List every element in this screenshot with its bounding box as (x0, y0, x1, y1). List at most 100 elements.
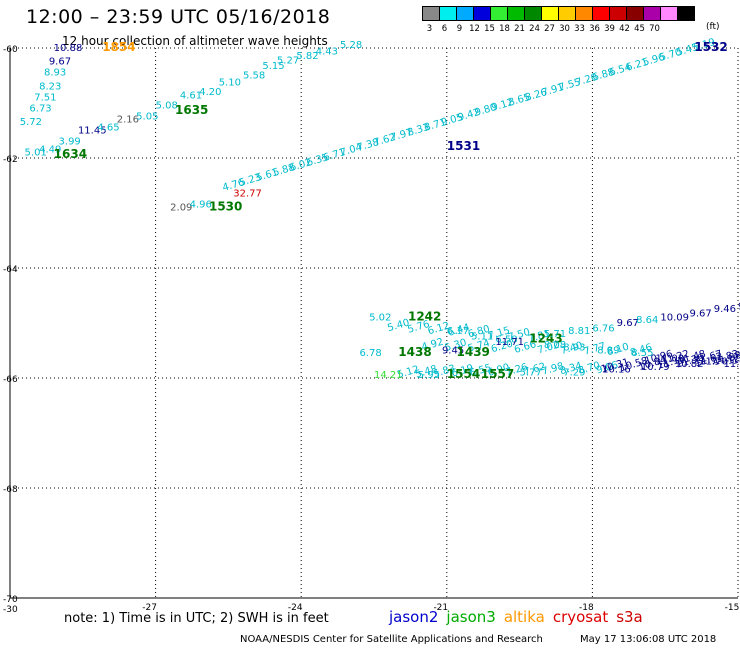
wave-height-label: 11.71 (495, 337, 524, 348)
legend-s3a: s3a (616, 608, 643, 626)
time-label: 1634 (54, 147, 87, 161)
wave-height-label: 2.16 (117, 114, 139, 125)
scale-label: 33 (574, 24, 585, 34)
scale-label: 6 (441, 24, 448, 34)
time-label: 1438 (398, 345, 431, 359)
wave-height-label: 4.20 (199, 87, 221, 98)
wave-height-label: 6.58 (495, 334, 517, 345)
generated-timestamp: May 17 13:06:08 UTC 2018 (580, 634, 717, 645)
wave-height-label: 8.08 (544, 340, 566, 351)
wave-height-label: 5.10 (219, 77, 241, 88)
wave-height-label: 5.95 (418, 370, 440, 381)
x-tick-label: -27 (142, 603, 157, 613)
wave-height-label: 9.67 (49, 57, 71, 68)
legend-jason2: jason2 (389, 608, 439, 626)
wave-height-label: 7.29 (563, 367, 585, 378)
wave-height-label: 5.01 (25, 147, 47, 158)
scale-label: 21 (514, 24, 525, 34)
wave-height-label: 6.78 (359, 348, 381, 359)
wave-height-label: 10.09 (660, 312, 689, 323)
scale-label: 39 (604, 24, 615, 34)
legend-cryosat: cryosat (552, 608, 609, 626)
wave-height-label: 5.08 (156, 101, 178, 112)
wave-height-label: 4.43 (316, 47, 338, 58)
wave-height-label: 6.73 (29, 103, 51, 114)
wave-height-label: 14.21 (374, 370, 403, 381)
page-subtitle: 12 hour collection of altimeter wave hei… (62, 34, 328, 48)
wave-height-label: 7.51 (34, 92, 56, 103)
time-label: 1530 (209, 199, 242, 213)
scale-label: 9 (456, 24, 463, 34)
wave-height-label: 8.55 (631, 348, 653, 359)
wave-height-label: 6.17 (447, 326, 469, 337)
y-tick-label: -66 (3, 375, 18, 385)
color-scale-swatches (422, 6, 695, 21)
time-label: 1554 (447, 367, 480, 381)
wave-height-label: 10.16 (602, 365, 631, 376)
wave-height-label: 5.11 (471, 332, 493, 343)
wave-height-label: 5.77 (520, 367, 542, 378)
wave-height-label: 5.27 (277, 55, 299, 66)
credit-line: NOAA/NESDIS Center for Satellite Applica… (240, 634, 543, 645)
scale-label: 3 (426, 24, 433, 34)
legend-jason3: jason3 (446, 608, 496, 626)
time-label: 1243 (529, 331, 562, 345)
wave-height-label: 5.82 (296, 51, 318, 62)
legend-altika: altika (503, 608, 545, 626)
wave-height-label: 3.99 (59, 136, 81, 147)
x-tick-label: -30 (3, 605, 18, 615)
time-label: 1242 (408, 309, 441, 323)
footnote: note: 1) Time is in UTC; 2) SWH is in fe… (64, 611, 329, 626)
wave-height-label: 10.82 (675, 359, 704, 370)
page-title: 12:00 – 23:59 UTC 05/16/2018 (26, 6, 331, 28)
wave-height-label: 32.77 (233, 189, 262, 200)
scale-label: 12 (469, 24, 480, 34)
wave-height-label: 11.76 (723, 359, 740, 370)
wave-height-label: 11.45 (78, 125, 107, 136)
satellite-legend: jason2 jason3 altika cryosat s3a (389, 608, 651, 626)
wave-height-label: 10.88 (54, 43, 83, 54)
wave-height-label: 9.46 (714, 304, 736, 315)
y-tick-label: -68 (3, 485, 18, 495)
scale-label: 36 (589, 24, 600, 34)
wave-height-label: 9.67 (617, 318, 639, 329)
wave-height-label: 4.65 (97, 123, 119, 134)
wave-height-label: 4.61 (180, 91, 202, 102)
time-label: 1439 (457, 345, 490, 359)
scale-label: 18 (499, 24, 510, 34)
wave-height-label: 5.05 (136, 112, 158, 123)
wave-height-label: 5.02 (369, 312, 391, 323)
wave-height-label: 8.89 (597, 345, 619, 356)
wave-height-label: 8.81 (568, 326, 590, 337)
scale-label: 27 (544, 24, 555, 34)
wave-height-label: 8.93 (44, 68, 66, 79)
scale-label: 42 (619, 24, 630, 34)
wave-height-label: 5.72 (20, 117, 42, 128)
x-tick-label: -15 (725, 603, 740, 613)
x-tick-label: -18 (579, 603, 594, 613)
wave-height-label: 9.45 (442, 345, 464, 356)
wave-height-label: 5.71 (544, 329, 566, 340)
wave-height-label: 5.28 (340, 40, 362, 51)
wave-height-label: 10.79 (641, 362, 670, 373)
y-tick-label: -70 (3, 595, 18, 605)
scale-label: 15 (484, 24, 495, 34)
wave-height-label: 4.96 (190, 200, 212, 211)
wave-height-label: 9.39 (738, 301, 740, 312)
wave-height-label: 8.93 (563, 343, 585, 354)
wave-height-label: 11.03 (655, 354, 684, 365)
wave-height-label: 9.67 (689, 308, 711, 319)
scale-label: 30 (559, 24, 570, 34)
y-tick-label: -60 (3, 45, 18, 55)
wave-height-label: 6.76 (592, 323, 614, 334)
scale-label: 45 (634, 24, 645, 34)
wave-height-label: 2.09 (170, 202, 192, 213)
scale-label: 24 (529, 24, 540, 34)
wave-height-label: 8.64 (636, 315, 658, 326)
scale-unit: (ft) (706, 22, 720, 32)
wave-height-label: 4.49 (39, 145, 61, 156)
wave-height-label: 5.15 (262, 61, 284, 72)
wave-height-label: 5.58 (243, 70, 265, 81)
track-value-label: 12.10 (731, 349, 740, 367)
